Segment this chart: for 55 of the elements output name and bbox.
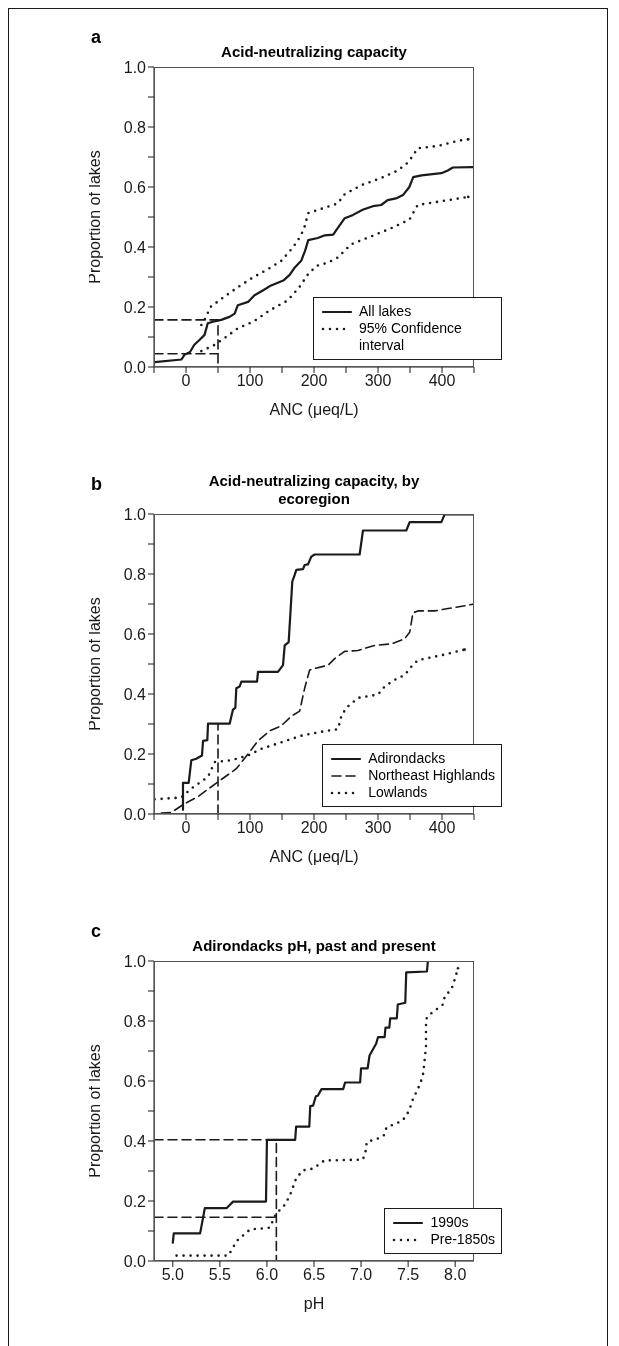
y-tick-label: 0.6 bbox=[123, 178, 147, 196]
x-tick-label: 200 bbox=[300, 372, 328, 390]
y-tick-label: 0.8 bbox=[123, 565, 147, 583]
x-tick-label: 0 bbox=[181, 819, 191, 837]
legend-label: Adirondacks bbox=[368, 750, 446, 767]
chart-title: Acid-neutralizing capacity, by ecoregion bbox=[207, 472, 421, 508]
y-tick-label: 0.4 bbox=[123, 238, 147, 256]
x-axis-title: ANC (μeq/L) bbox=[269, 401, 359, 418]
text: c bbox=[91, 921, 102, 942]
x-tick-label: 7.0 bbox=[349, 1266, 373, 1284]
x-tick-label: 8.0 bbox=[444, 1266, 467, 1284]
y-tick-label: 0.2 bbox=[123, 745, 147, 763]
x-tick-label: 6.0 bbox=[255, 1266, 279, 1284]
legend-label: 95% Confidence interval bbox=[359, 320, 463, 354]
y-axis-title: Proportion of lakes bbox=[85, 597, 103, 731]
legend-label: All lakes bbox=[359, 303, 412, 320]
y-tick-label: 0.8 bbox=[123, 118, 147, 136]
y-tick-label: 0.8 bbox=[123, 1012, 147, 1030]
y-tick-label: 0.0 bbox=[123, 805, 147, 823]
x-tick-label: 5.5 bbox=[208, 1266, 232, 1284]
y-tick-label: 1.0 bbox=[123, 952, 147, 970]
x-tick-label: 0 bbox=[181, 372, 191, 390]
x-axis-title: ANC (μeq/L) bbox=[269, 848, 359, 865]
figure-frame: a Acid-neutralizing capacity 0 100 200 300 400 ANC (μeq/L) 0.0 0.2 0.4 0.6 0.8 1.0 Proportion of lakes All lakes 95% Confidence interval b Acid-neutralizing capacity, by ecoregion 0 100 200 300 400 ANC (μeq/L) 0.0 0.2 0.4 0.6 0.8 1.0 Proportion of lakes Adirondacks Northeast Highlands Lowlands c Adirondacks pH, past and present 5.0 5.5 6.0 6.5 7.0 7.5 8.0 pH 0.0 0.2 0.4 0.6 0.8 1.0 Proportion of lakes 1990s Pre-1850s bbox=[8, 8, 608, 1346]
x-tick-label: 300 bbox=[364, 372, 392, 390]
x-tick-label: 100 bbox=[236, 372, 264, 390]
y-tick-label: 1.0 bbox=[123, 58, 147, 76]
y-tick-label: 0.4 bbox=[123, 1132, 147, 1150]
x-tick-label: 100 bbox=[236, 819, 264, 837]
x-tick-label: 400 bbox=[428, 372, 456, 390]
legend-label: 1990s bbox=[430, 1214, 469, 1231]
x-tick-label: 6.5 bbox=[302, 1266, 326, 1284]
legend-label: Pre-1850s bbox=[430, 1231, 495, 1248]
y-tick-label: 0.4 bbox=[123, 685, 147, 703]
chart-title: Adirondacks pH, past and present bbox=[191, 937, 437, 955]
chart-title: Acid-neutralizing capacity bbox=[220, 43, 408, 61]
y-axis-title: Proportion of lakes bbox=[85, 150, 103, 284]
x-axis-title: pH bbox=[303, 1295, 325, 1312]
y-tick-label: 0.0 bbox=[123, 358, 147, 376]
y-tick-label: 0.2 bbox=[123, 1192, 147, 1210]
legend-label: Northeast Highlands bbox=[368, 767, 495, 784]
y-tick-label: 0.6 bbox=[123, 1072, 147, 1090]
text: b bbox=[91, 474, 102, 495]
x-tick-label: 5.0 bbox=[161, 1266, 185, 1284]
x-tick-label: 200 bbox=[300, 819, 328, 837]
x-tick-label: 7.5 bbox=[396, 1266, 420, 1284]
y-tick-label: 0.6 bbox=[123, 625, 147, 643]
y-axis-title: Proportion of lakes bbox=[85, 1044, 103, 1178]
x-tick-label: 400 bbox=[428, 819, 456, 837]
legend-label: Lowlands bbox=[368, 784, 428, 801]
y-tick-label: 0.0 bbox=[123, 1252, 147, 1270]
text: a bbox=[91, 27, 102, 48]
y-tick-label: 0.2 bbox=[123, 298, 147, 316]
y-tick-label: 1.0 bbox=[123, 505, 147, 523]
x-tick-label: 300 bbox=[364, 819, 392, 837]
